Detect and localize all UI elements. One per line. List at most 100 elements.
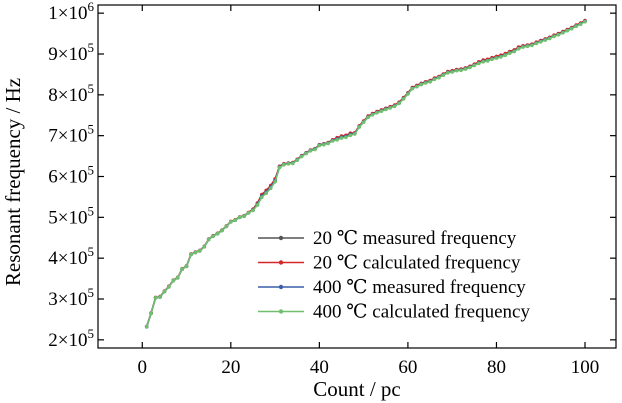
x-tick-label: 40 bbox=[310, 357, 329, 378]
y-axis-title: Resonant frequency / Hz bbox=[1, 78, 25, 286]
data-point bbox=[556, 33, 561, 37]
data-point bbox=[158, 295, 162, 299]
x-tick-label: 0 bbox=[138, 357, 148, 378]
data-point bbox=[499, 55, 503, 59]
data-point bbox=[330, 139, 335, 143]
data-point bbox=[361, 120, 366, 124]
data-point bbox=[370, 113, 375, 117]
data-point bbox=[432, 77, 437, 82]
data-point bbox=[547, 36, 552, 41]
legend-item: 400 ℃ calculated frequency bbox=[258, 302, 530, 323]
data-point bbox=[366, 115, 370, 120]
data-point bbox=[282, 162, 286, 167]
data-point bbox=[198, 249, 202, 253]
data-point bbox=[468, 65, 472, 70]
data-point bbox=[357, 125, 362, 129]
legend-marker bbox=[278, 235, 284, 241]
data-point bbox=[428, 80, 432, 84]
data-point bbox=[490, 57, 494, 62]
data-point bbox=[317, 143, 322, 148]
data-point bbox=[392, 104, 397, 109]
data-point bbox=[565, 28, 570, 33]
data-point bbox=[233, 218, 237, 222]
x-tick-label: 20 bbox=[221, 357, 240, 378]
legend-item: 400 ℃ measured frequency bbox=[258, 277, 526, 298]
x-tick-label: 100 bbox=[571, 357, 600, 378]
data-point bbox=[530, 43, 534, 48]
x-tick-label: 80 bbox=[487, 357, 506, 378]
data-point bbox=[251, 208, 255, 213]
data-point bbox=[144, 325, 149, 329]
data-point bbox=[189, 252, 193, 257]
data-point bbox=[220, 228, 224, 233]
y-tick-label: 4×105 bbox=[48, 244, 94, 269]
data-point bbox=[229, 220, 233, 224]
data-point bbox=[268, 186, 273, 191]
data-point bbox=[246, 211, 251, 215]
series-4 bbox=[144, 19, 587, 329]
data-point bbox=[507, 51, 512, 55]
data-point bbox=[423, 81, 428, 85]
y-tick-label: 3×105 bbox=[48, 285, 94, 310]
data-point bbox=[463, 67, 468, 71]
y-tick-label: 2×105 bbox=[48, 326, 94, 351]
data-point bbox=[415, 84, 419, 89]
data-point bbox=[206, 237, 211, 242]
data-point bbox=[260, 195, 264, 200]
data-point bbox=[525, 44, 530, 48]
data-point bbox=[503, 53, 508, 57]
data-point bbox=[375, 111, 379, 115]
data-point bbox=[299, 154, 304, 159]
data-point bbox=[561, 31, 565, 35]
data-point bbox=[339, 136, 344, 140]
data-point bbox=[348, 133, 353, 138]
data-point bbox=[153, 296, 158, 300]
legend: 20 ℃ measured frequency 20 ℃ calculated f… bbox=[258, 228, 530, 323]
axes: 0 20 40 60 80 100 2×105 3×105 4×105 5×105 6×105 7×1… bbox=[48, 0, 617, 378]
legend-label: 400 ℃ measured frequency bbox=[313, 277, 526, 298]
data-point bbox=[450, 70, 455, 74]
data-point bbox=[379, 109, 384, 113]
data-point bbox=[384, 107, 388, 112]
y-tick-label: 5×105 bbox=[48, 203, 94, 228]
data-point bbox=[494, 56, 499, 60]
legend-label: 20 ℃ calculated frequency bbox=[313, 253, 521, 274]
data-point bbox=[472, 63, 477, 68]
data-point bbox=[446, 71, 450, 75]
data-point bbox=[437, 75, 441, 80]
data-point bbox=[286, 162, 291, 166]
data-point bbox=[569, 26, 574, 31]
data-point bbox=[521, 45, 525, 49]
data-point bbox=[237, 215, 242, 220]
data-point bbox=[406, 92, 410, 96]
data-point bbox=[441, 73, 446, 77]
data-point bbox=[291, 161, 295, 166]
legend-item: 20 ℃ calculated frequency bbox=[258, 253, 521, 274]
y-tick-label: 9×105 bbox=[48, 40, 94, 65]
y-tick-label: 7×105 bbox=[48, 122, 94, 147]
legend-label: 20 ℃ measured frequency bbox=[313, 228, 517, 249]
data-point bbox=[410, 86, 415, 91]
data-point bbox=[313, 147, 317, 152]
data-point bbox=[552, 34, 556, 39]
data-point bbox=[224, 224, 229, 229]
data-point bbox=[335, 138, 339, 142]
data-point bbox=[255, 203, 260, 207]
data-point bbox=[211, 234, 215, 238]
data-point bbox=[184, 264, 189, 269]
data-point bbox=[454, 68, 459, 73]
data-point bbox=[193, 250, 198, 255]
data-point bbox=[304, 151, 308, 156]
data-point bbox=[459, 68, 463, 73]
data-point bbox=[353, 132, 357, 136]
data-point bbox=[543, 38, 547, 42]
data-point bbox=[167, 285, 171, 289]
legend-label: 400 ℃ calculated frequency bbox=[313, 302, 530, 323]
data-point bbox=[149, 311, 153, 316]
data-point bbox=[171, 278, 176, 283]
legend-marker bbox=[278, 260, 284, 265]
data-point bbox=[401, 97, 406, 101]
data-point bbox=[277, 165, 282, 170]
data-point bbox=[344, 135, 348, 140]
